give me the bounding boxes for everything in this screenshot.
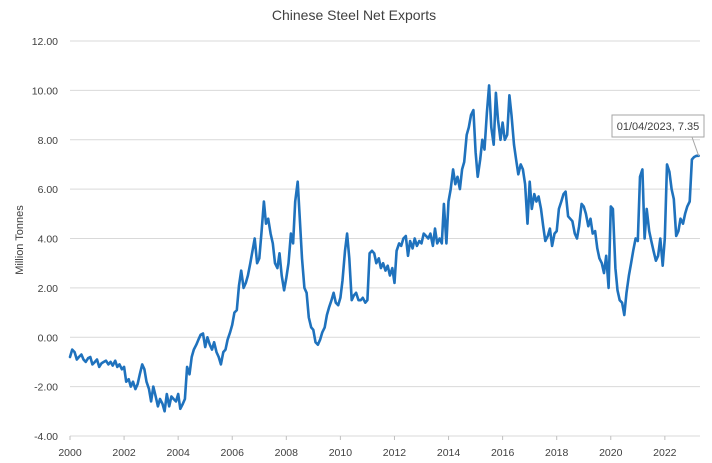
series-line-0 [68, 84, 700, 413]
callout-label: 01/04/2023, 7.35 [617, 121, 700, 133]
y-tick-label: 12.00 [32, 36, 58, 48]
x-tick-label: 2010 [329, 447, 353, 459]
x-tick-label: 2008 [275, 447, 299, 459]
y-tick-label: 4.00 [38, 234, 59, 246]
series-layer [68, 84, 700, 413]
x-tick-label: 2004 [166, 447, 190, 459]
x-tick-label: 2016 [491, 447, 515, 459]
chart-title: Chinese Steel Net Exports [272, 7, 436, 23]
data-callout: 01/04/2023, 7.35 [611, 114, 705, 156]
x-tick-label: 2014 [437, 447, 461, 459]
y-tick-label: 8.00 [38, 135, 59, 147]
callout-box [611, 114, 705, 138]
x-tick-label: 2000 [58, 447, 82, 459]
x-tick-label: 2006 [221, 447, 245, 459]
y-axis-label: Million Tonnes [14, 205, 26, 275]
y-tick-label: 2.00 [38, 283, 59, 295]
y-tick-label: 6.00 [38, 184, 59, 196]
y-tick-label: 0.00 [38, 332, 59, 344]
x-axis-ticks: 2000 2002 2004 2006 2008 2010 2012 2014 2016 2018… [58, 436, 677, 459]
y-tick-label: 10.00 [32, 85, 58, 97]
y-tick-label: -2.00 [34, 382, 58, 394]
x-tick-label: 2002 [112, 447, 136, 459]
y-tick-label: -4.00 [34, 431, 58, 443]
x-tick-label: 2022 [653, 447, 677, 459]
gridlines [70, 40, 700, 437]
x-tick-label: 2012 [383, 447, 407, 459]
callout-leader-line [691, 136, 700, 156]
x-tick-label: 2018 [545, 447, 569, 459]
x-tick-label: 2020 [599, 447, 623, 459]
y-axis-ticks: -4.00 -2.00 0.00 2.00 4.00 6.00 8.00 10.00 12.00 [32, 36, 58, 443]
